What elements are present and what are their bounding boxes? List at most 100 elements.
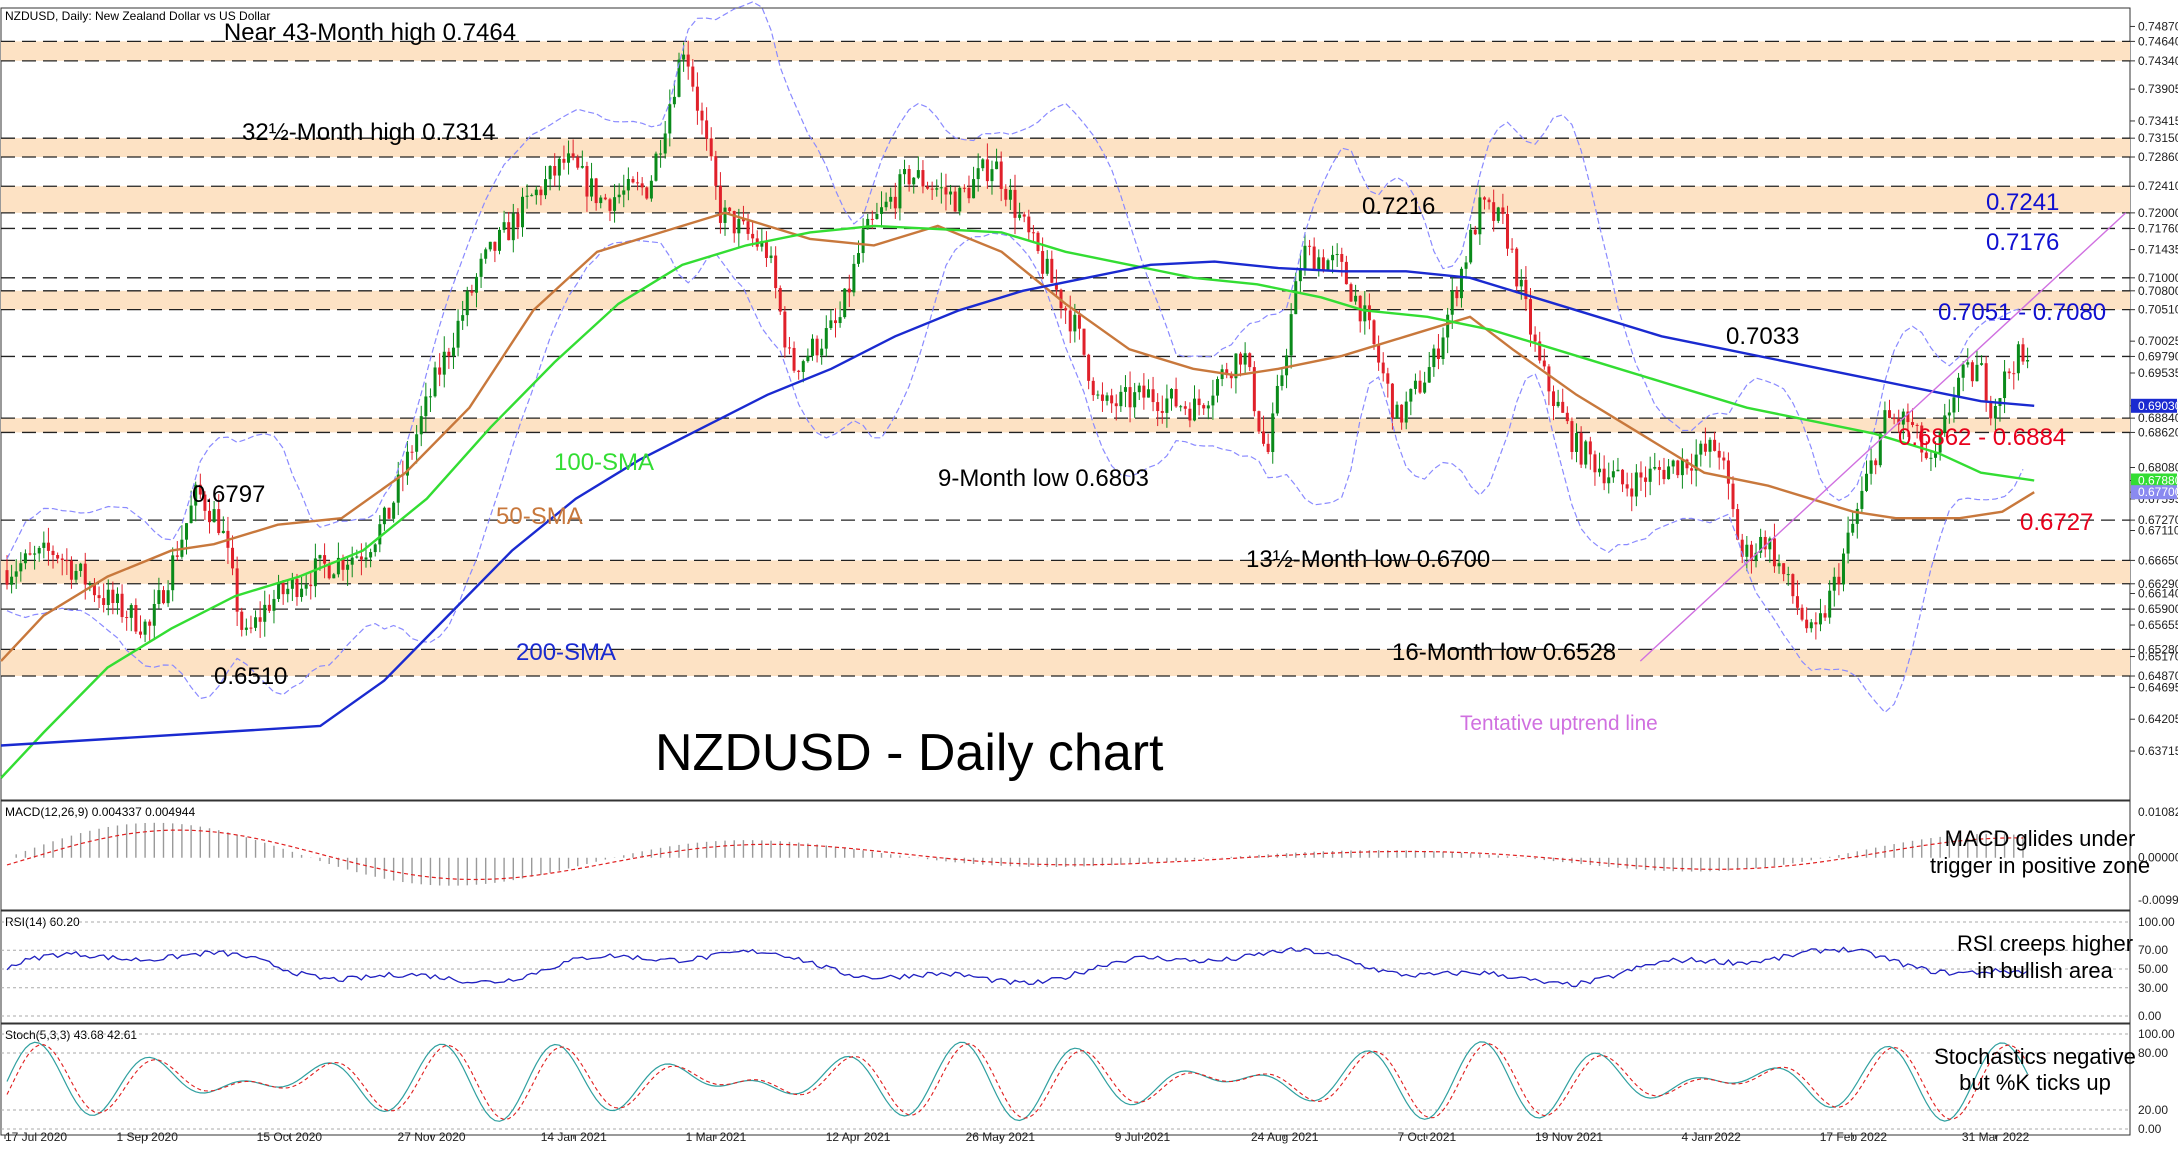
candle-body	[1667, 466, 1671, 480]
candle-body	[23, 553, 27, 564]
candle-body	[1400, 404, 1404, 423]
candle-body	[1091, 380, 1095, 396]
candle-body	[318, 555, 322, 559]
candle-body	[396, 474, 400, 503]
candle-body	[419, 416, 423, 435]
candle-body	[700, 110, 704, 121]
stoch-y-tick-label: 80.00	[2138, 1046, 2168, 1060]
candle-body	[1041, 251, 1045, 274]
x-tick-label: 1 Mar 2021	[686, 1130, 747, 1144]
candle-body	[1239, 353, 1243, 365]
candle-body	[732, 211, 736, 234]
candle-body	[562, 158, 566, 163]
candle-body	[1542, 360, 1546, 367]
macd-annotation-line1: MACD glides under	[1945, 826, 2136, 851]
candle-body	[737, 219, 741, 234]
price-zone	[1, 560, 2130, 584]
price-zone	[1, 418, 2130, 433]
candle-body	[272, 598, 276, 611]
y-tick-label: 0.64205	[2138, 712, 2178, 726]
candle-body	[1031, 232, 1035, 234]
candle-body	[97, 595, 101, 599]
candle-body	[760, 241, 764, 247]
candle-body	[1943, 415, 1947, 433]
candle-body	[1146, 389, 1150, 398]
x-tick-label: 19 Nov 2021	[1535, 1130, 1603, 1144]
candle-body	[1708, 439, 1712, 452]
candle-body	[208, 510, 212, 523]
candle-body	[2012, 373, 2016, 375]
candle-body	[935, 188, 939, 190]
candle-body	[125, 617, 129, 619]
candle-body	[1630, 488, 1634, 497]
candle-body	[1183, 406, 1187, 409]
candle-body	[323, 555, 327, 564]
candle-body	[1354, 295, 1358, 302]
x-tick-label: 17 Feb 2022	[1820, 1130, 1888, 1144]
y-tick-label: 0.71000	[2138, 271, 2178, 285]
y-tick-label: 0.71435	[2138, 243, 2178, 257]
candle-body	[69, 560, 73, 580]
price-tag-label: 0.67700	[2138, 485, 2178, 499]
candle-body	[603, 197, 607, 200]
candle-body	[217, 509, 221, 534]
candle-body	[1077, 314, 1081, 329]
sma-lines	[0, 211, 2035, 779]
y-tick-label: 0.72860	[2138, 150, 2178, 164]
macd-y-tick-label: 0.010825	[2138, 805, 2178, 819]
candle-body	[898, 174, 902, 209]
candle-body	[198, 484, 202, 495]
candle-body	[115, 593, 119, 604]
x-tick-label: 9 Jul 2021	[1115, 1130, 1171, 1144]
candle-body	[590, 178, 594, 197]
candle-body	[774, 255, 778, 289]
candle-body	[1754, 552, 1758, 561]
candle-body	[1570, 421, 1574, 452]
candle-body	[2016, 344, 2020, 374]
candle-body	[1607, 477, 1611, 484]
candle-body	[1174, 388, 1178, 407]
macd-y-tick-label: -0.009998	[2138, 893, 2178, 907]
candle-body	[14, 571, 18, 577]
candle-body	[1828, 590, 1832, 618]
candle-body	[1929, 457, 1933, 459]
candle-body	[1441, 337, 1445, 360]
annotation-label: 0.7176	[1986, 229, 2059, 256]
candle-body	[461, 315, 465, 321]
stoch-panel: 100.00 80.00 20.00 0.00 Stochastics negative…	[1, 1027, 2175, 1136]
candle-body	[102, 598, 106, 605]
macd-y-tick-label: 0.000000	[2138, 851, 2178, 865]
candle-body	[1257, 411, 1261, 432]
candle-body	[1202, 405, 1206, 409]
candle-body	[544, 179, 548, 196]
stoch-k-line	[6, 1041, 2029, 1122]
candle-body	[336, 557, 340, 575]
candle-body	[949, 191, 953, 195]
candle-body	[751, 233, 755, 239]
annotation-label: Tentative uptrend line	[1460, 712, 1658, 735]
candle-body	[958, 187, 962, 212]
candle-body	[1321, 257, 1325, 270]
candle-body	[557, 158, 561, 176]
candle-body	[1054, 282, 1058, 290]
candle-body	[1653, 466, 1657, 469]
candle-body	[1556, 401, 1560, 406]
x-tick-label: 17 Jul 2020	[5, 1130, 67, 1144]
bollinger-upper-line	[6, 1, 2024, 560]
candle-body	[134, 605, 138, 632]
candle-body	[290, 578, 294, 589]
candle-body	[580, 166, 584, 168]
candle-body	[415, 434, 419, 452]
candle-body	[106, 589, 110, 605]
candle-body	[815, 338, 819, 356]
candle-body	[194, 484, 198, 506]
candle-body	[797, 370, 801, 372]
candle-body	[304, 584, 308, 589]
candle-body	[884, 201, 888, 208]
rsi-annotation-line2: in bullish area	[1977, 958, 2114, 983]
y-tick-label: 0.74640	[2138, 34, 2178, 48]
candle-body	[985, 159, 989, 182]
candle-body	[1690, 468, 1694, 471]
rsi-annotation-line1: RSI creeps higher	[1957, 931, 2133, 956]
candle-body	[138, 631, 142, 635]
